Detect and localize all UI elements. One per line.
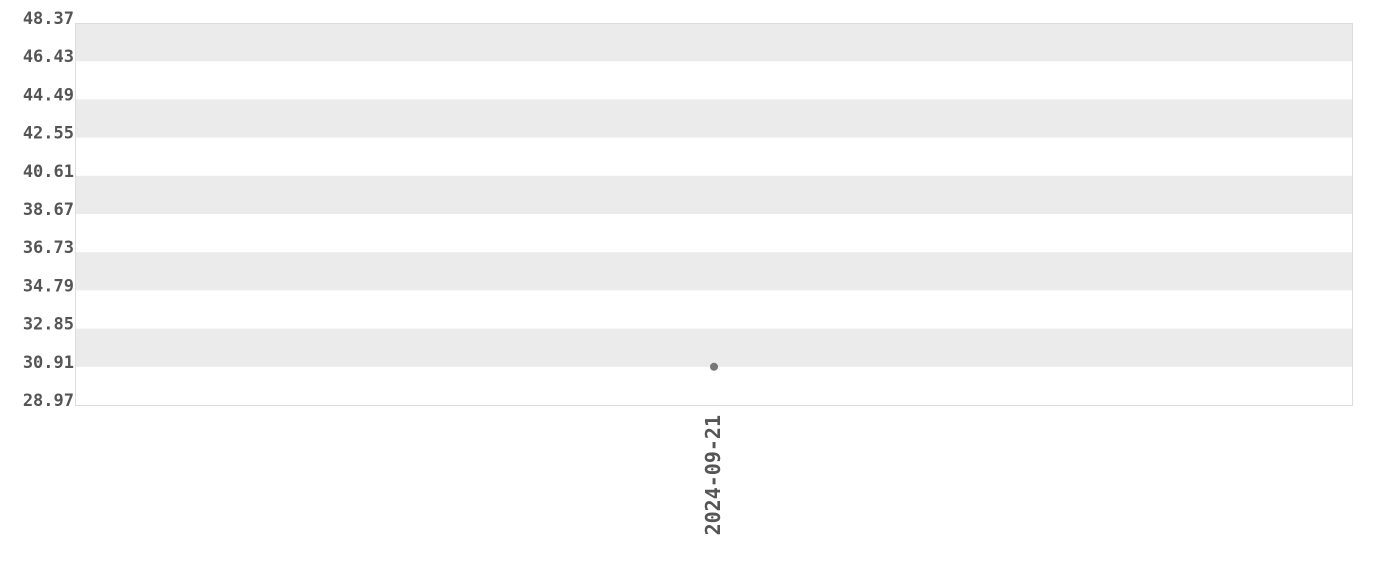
grid-band: [75, 23, 1353, 62]
grid-bands: [75, 23, 1353, 367]
y-axis: 48.37 46.43 44.49 42.55 40.61 38.67 36.73 34.79…: [23, 9, 74, 411]
plot-border: [75, 23, 1353, 406]
x-tick-label: 2024-09-21: [701, 415, 725, 535]
y-tick-label: 48.37: [23, 9, 74, 29]
y-tick-label: 38.67: [23, 200, 74, 220]
y-tick-label: 30.91: [23, 353, 74, 373]
grid-band: [75, 175, 1353, 214]
data-point[interactable]: [710, 362, 718, 371]
x-axis: 2024-09-21: [701, 415, 725, 535]
y-tick-label: 46.43: [23, 47, 74, 67]
series: [710, 362, 718, 371]
y-tick-label: 32.85: [23, 315, 74, 335]
y-tick-label: 36.73: [23, 238, 74, 258]
grid-band: [75, 328, 1353, 367]
y-tick-label: 34.79: [23, 276, 74, 296]
grid-band: [75, 99, 1353, 138]
grid-band: [75, 252, 1353, 291]
y-tick-label: 44.49: [23, 85, 74, 105]
y-tick-label: 28.97: [23, 391, 74, 411]
y-tick-label: 40.61: [23, 162, 74, 182]
y-tick-label: 42.55: [23, 124, 74, 144]
